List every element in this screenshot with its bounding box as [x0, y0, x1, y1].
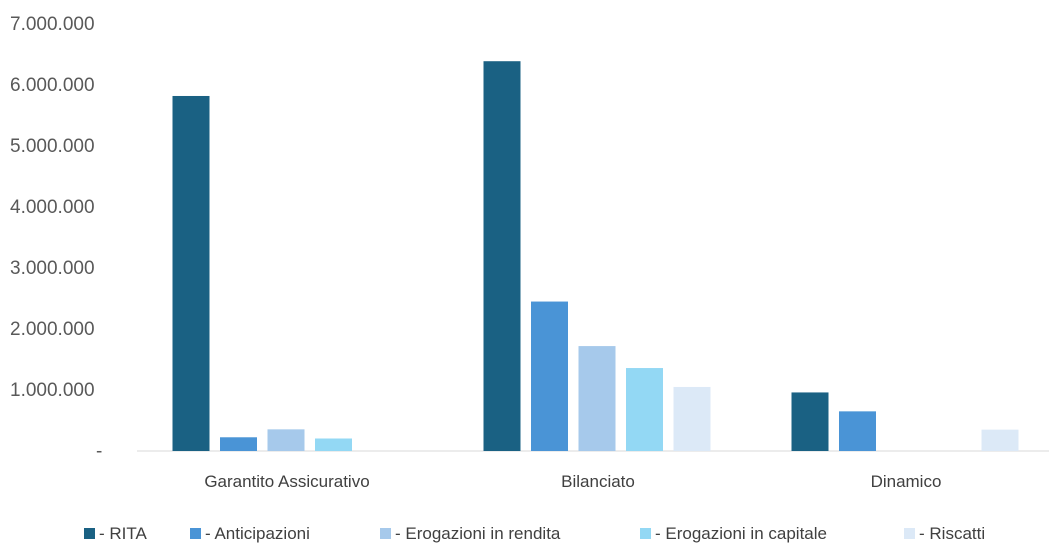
legend-swatch — [84, 528, 95, 539]
legend-label: - Erogazioni in capitale — [655, 524, 827, 543]
legend-label: - Anticipazioni — [205, 524, 310, 543]
bar — [626, 368, 663, 451]
bar — [839, 411, 876, 451]
x-tick-label: Garantito Assicurativo — [204, 472, 369, 491]
legend-label: - RITA — [99, 524, 148, 543]
legend-swatch — [190, 528, 201, 539]
y-tick-label: 7.000.000 — [10, 14, 95, 35]
y-tick-label: - — [96, 441, 102, 462]
bar — [981, 429, 1019, 451]
legend-swatch — [380, 528, 391, 539]
bar — [315, 438, 352, 451]
x-tick-label: Bilanciato — [561, 472, 635, 491]
bar — [531, 301, 568, 451]
bar — [483, 61, 521, 452]
y-tick-label: 2.000.000 — [10, 319, 95, 340]
y-tick-label: 5.000.000 — [10, 136, 95, 157]
x-tick-label: Dinamico — [871, 472, 942, 491]
legend-swatch — [640, 528, 651, 539]
legend-label: - Erogazioni in rendita — [395, 524, 561, 543]
y-tick-label: 6.000.000 — [10, 75, 95, 96]
legend-label: - Riscatti — [919, 524, 985, 543]
bar — [267, 429, 305, 451]
y-tick-label: 4.000.000 — [10, 197, 95, 218]
y-tick-label: 3.000.000 — [10, 258, 95, 279]
bar — [220, 437, 257, 451]
bar — [172, 95, 210, 451]
legend-swatch — [904, 528, 915, 539]
y-tick-label: 1.000.000 — [10, 380, 95, 401]
bar — [673, 386, 711, 451]
bar — [578, 346, 616, 451]
bar — [791, 392, 829, 451]
